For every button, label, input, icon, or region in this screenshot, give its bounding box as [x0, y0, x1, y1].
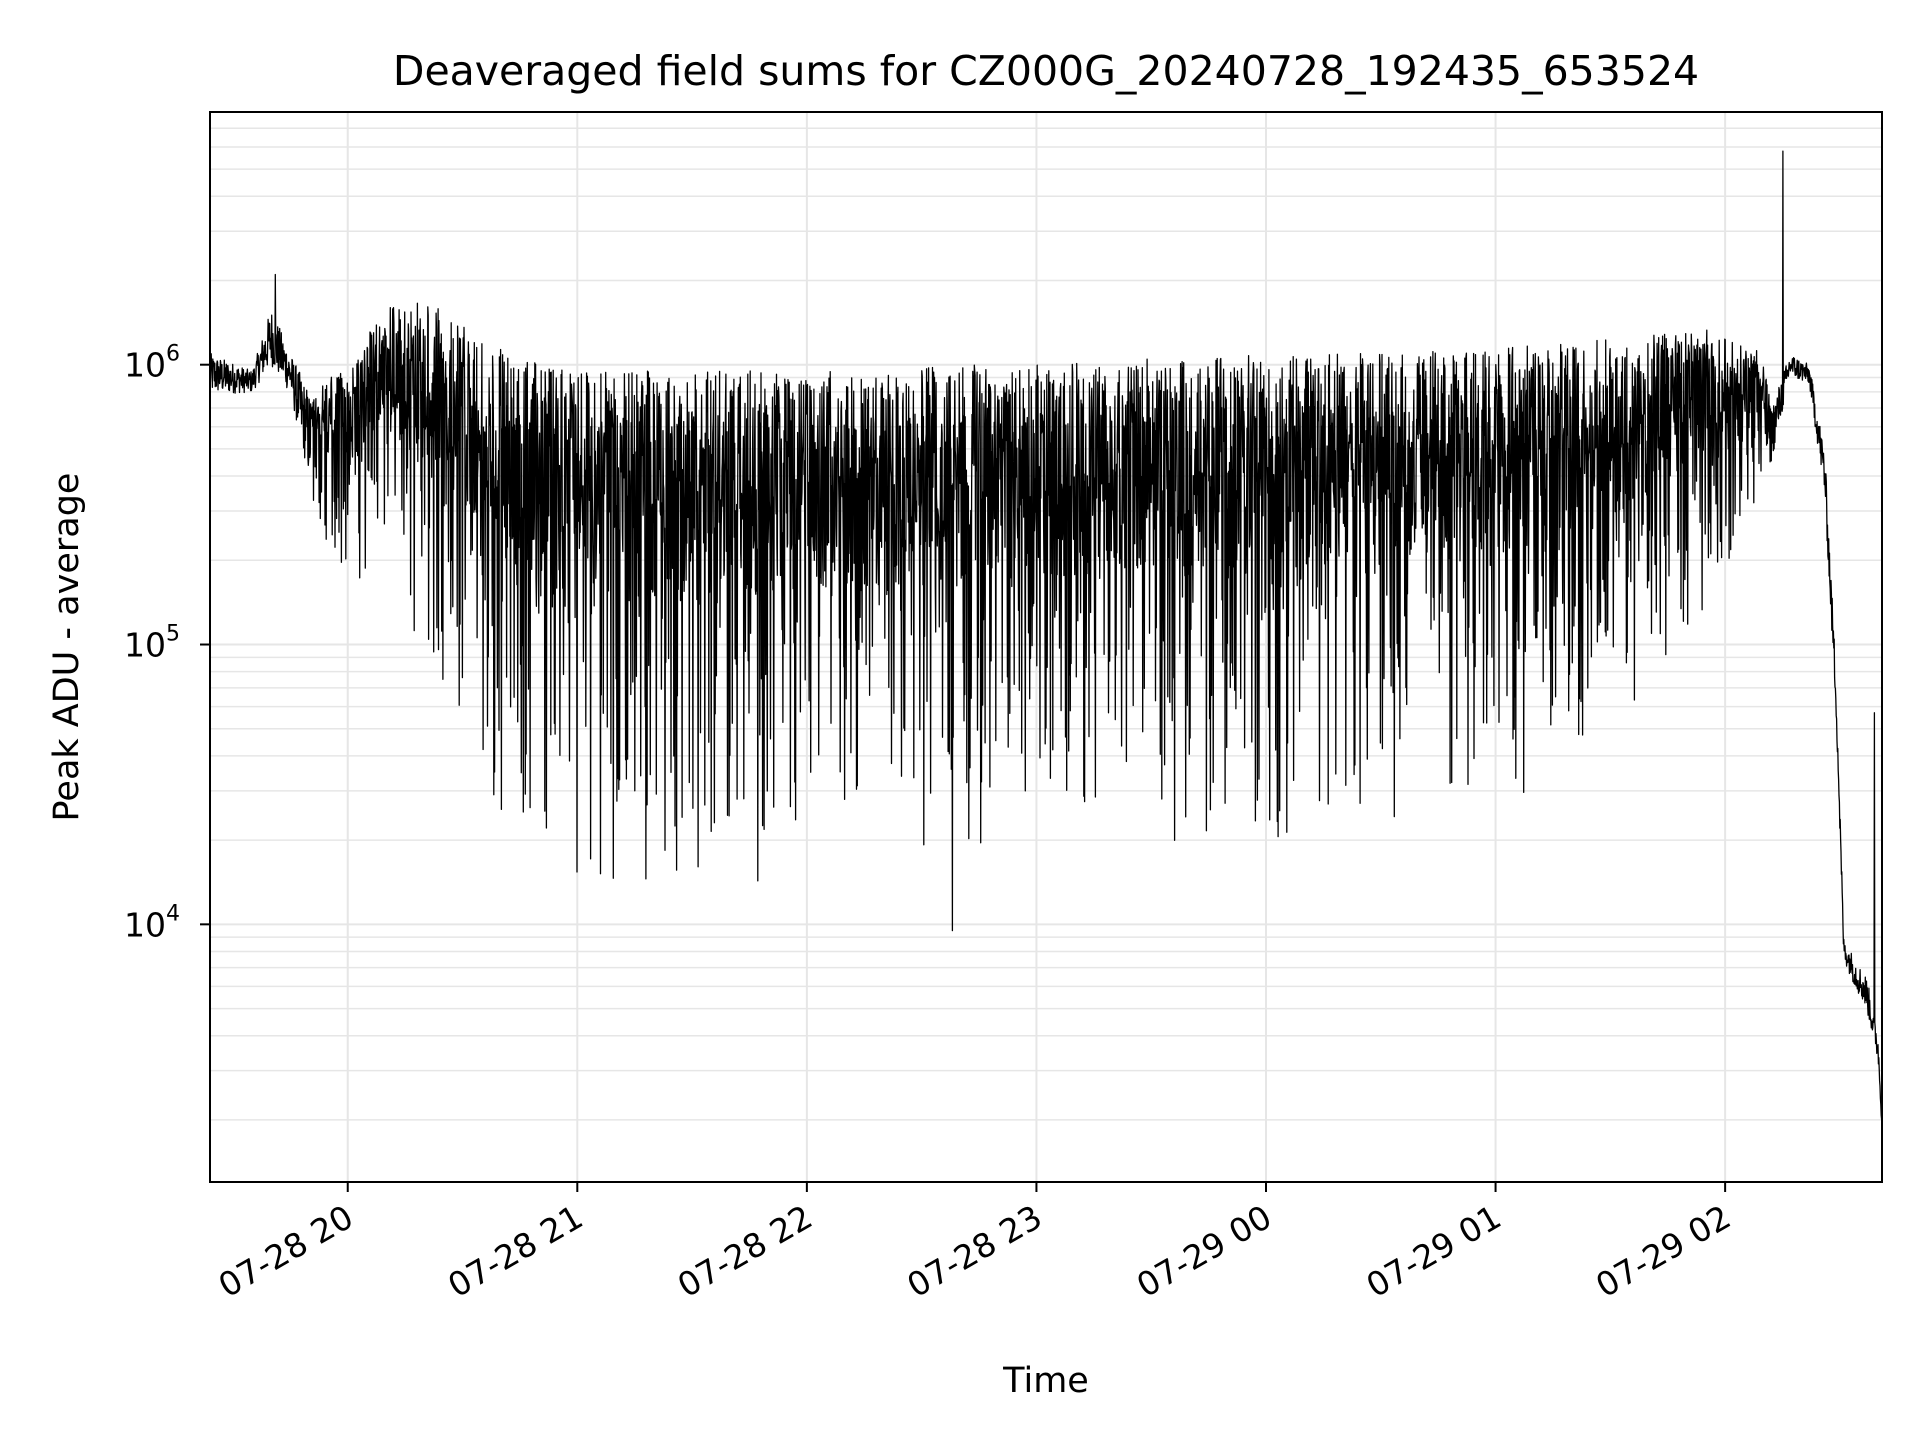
- series-line: [210, 150, 1882, 1125]
- y-tick-label: 104: [124, 901, 180, 944]
- x-tick-label: 07-28 21: [441, 1197, 589, 1305]
- x-tick-label: 07-28 23: [900, 1197, 1048, 1305]
- x-tick-label: 07-28 20: [212, 1197, 360, 1305]
- chart-title: Deaveraged field sums for CZ000G_2024072…: [393, 47, 1699, 95]
- x-tick-label: 07-29 02: [1589, 1197, 1737, 1305]
- x-tick-label: 07-28 22: [671, 1197, 819, 1305]
- y-tick-label: 106: [124, 342, 180, 385]
- y-tick-label: 105: [124, 622, 180, 665]
- y-axis-ticks: 104 105 106: [124, 342, 210, 944]
- x-tick-label: 07-29 00: [1130, 1197, 1278, 1305]
- x-tick-label: 07-29 01: [1360, 1197, 1508, 1305]
- x-axis-label: Time: [1002, 1361, 1089, 1401]
- plot-frame: [209, 111, 1883, 1183]
- x-axis-ticks: 07-28 20 07-28 21 07-28 22 07-28 23 07-29 00…: [212, 1182, 1737, 1305]
- y-axis-label: Peak ADU - average: [47, 473, 87, 822]
